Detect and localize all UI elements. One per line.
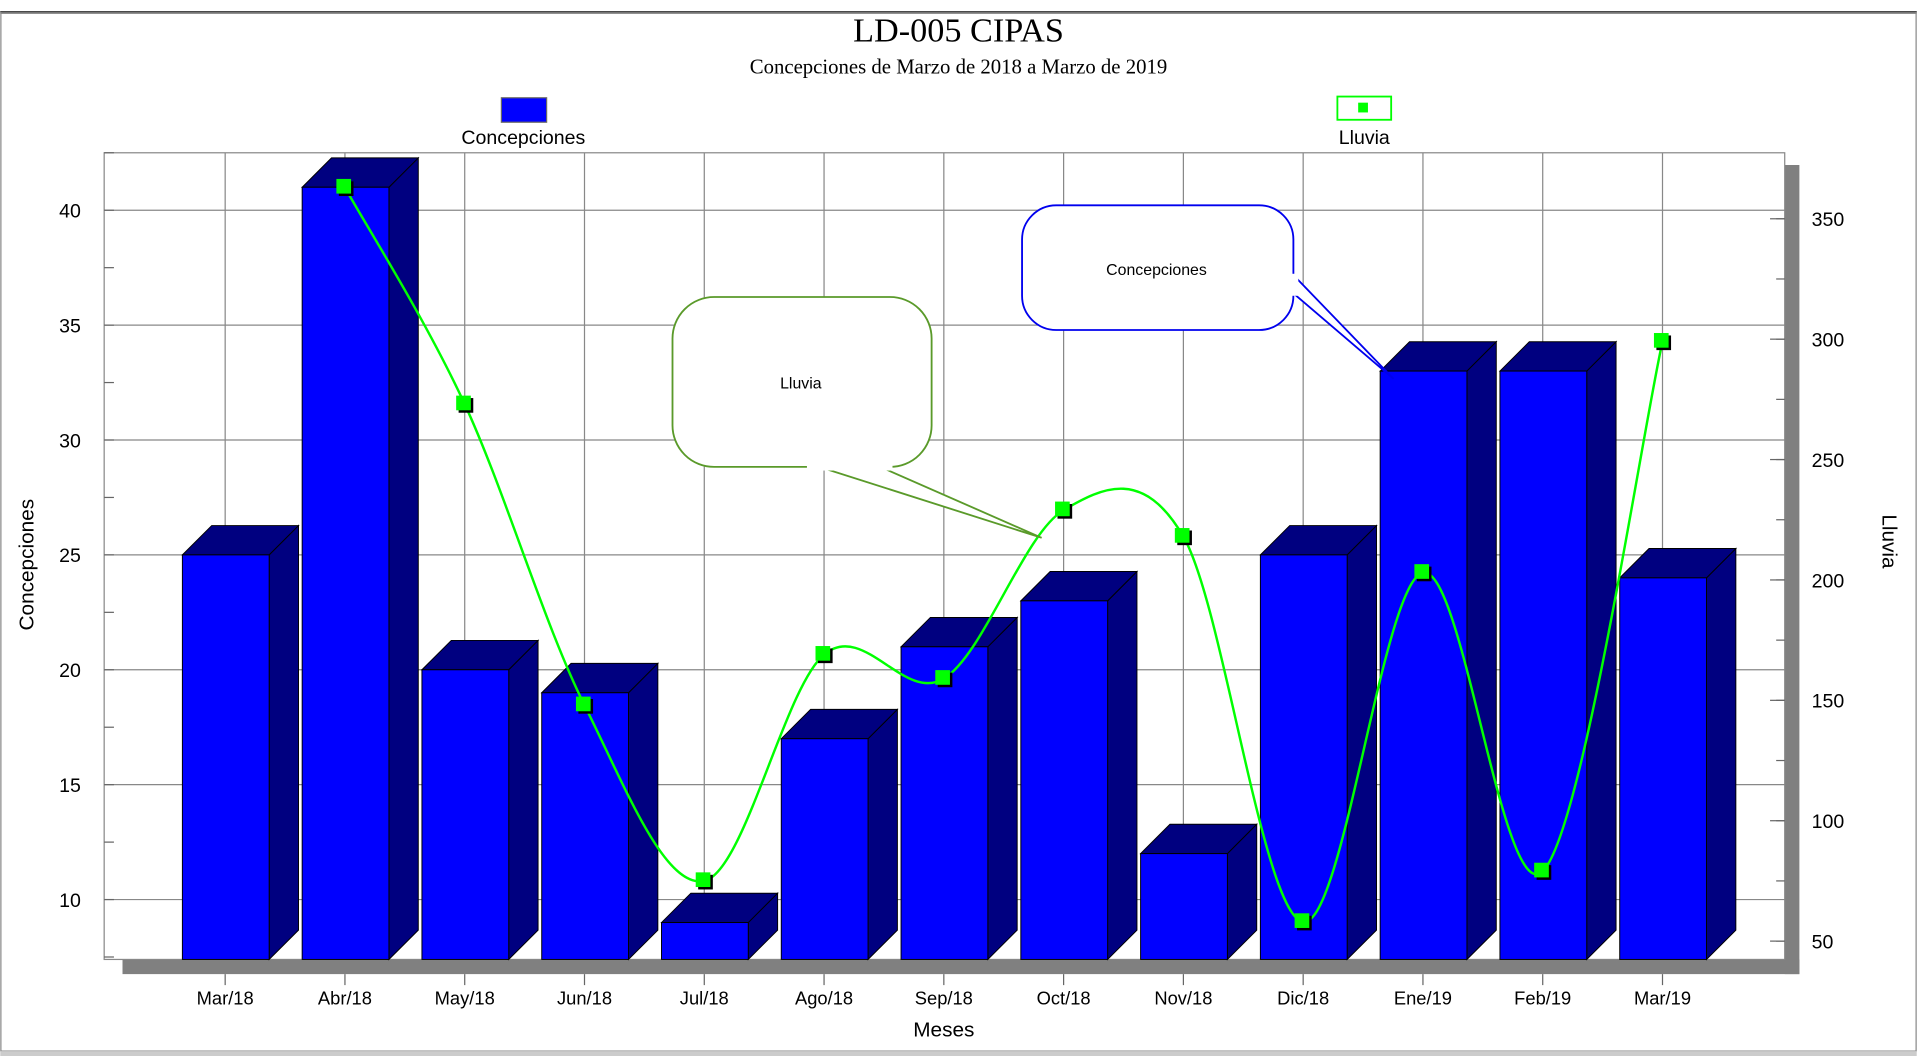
bar-feb-19 bbox=[1498, 340, 1618, 961]
x-tick-label: Sep/18 bbox=[915, 988, 973, 1009]
lluvia-marker bbox=[1534, 862, 1549, 878]
bar-front bbox=[661, 922, 749, 960]
bar-may-18 bbox=[420, 639, 540, 961]
y-tick-label: 10 bbox=[59, 890, 81, 912]
x-tick-label: Dic/18 bbox=[1277, 988, 1329, 1009]
bar-side bbox=[867, 708, 898, 961]
lluvia-marker bbox=[1653, 333, 1669, 348]
bar-sep-18 bbox=[899, 616, 1019, 961]
callout-lluvia-text: Lluvia bbox=[780, 376, 822, 393]
x-tick-label: Mar/18 bbox=[197, 988, 254, 1009]
legend: Concepciones Lluvia bbox=[461, 95, 1393, 149]
x-tick-label: Ene/19 bbox=[1394, 988, 1452, 1009]
bar-jun-18 bbox=[540, 662, 660, 961]
x-tick-label: Abr/18 bbox=[318, 988, 372, 1009]
chart-subtitle: Concepciones de Marzo de 2018 a Marzo de… bbox=[750, 55, 1167, 78]
lluvia-marker bbox=[1414, 564, 1430, 579]
bar-front bbox=[1259, 554, 1348, 960]
lluvia-marker bbox=[1294, 913, 1310, 928]
y-tick-label: 25 bbox=[59, 545, 81, 567]
bar-side bbox=[1466, 340, 1497, 961]
bars bbox=[181, 156, 1738, 961]
bar-front bbox=[541, 692, 629, 960]
bar-front bbox=[181, 554, 270, 960]
x-tick-label: Ago/18 bbox=[795, 988, 853, 1009]
legend-lluvia-marker bbox=[1358, 102, 1368, 113]
lluvia-marker bbox=[336, 178, 352, 194]
x-axis-title: Meses bbox=[913, 1018, 974, 1041]
x-tick-label: Jul/18 bbox=[680, 988, 729, 1009]
bar-side bbox=[508, 639, 539, 961]
bar-ago-18 bbox=[780, 708, 899, 961]
y2-axis-title: Lluvia bbox=[1878, 514, 1901, 569]
bar-side bbox=[1706, 547, 1737, 961]
bar-side bbox=[1346, 524, 1377, 961]
bar-ene-19 bbox=[1378, 340, 1498, 961]
legend-concepciones-swatch bbox=[500, 97, 548, 123]
bar-mar-18 bbox=[181, 524, 300, 961]
x-tick-label: Jun/18 bbox=[557, 988, 612, 1009]
bar-dic-18 bbox=[1259, 524, 1378, 961]
lluvia-marker bbox=[456, 395, 471, 411]
bar-front bbox=[1499, 370, 1588, 960]
y-axis-title: Concepciones bbox=[15, 499, 38, 631]
lluvia-marker bbox=[695, 872, 711, 888]
bar-jul-18 bbox=[660, 892, 779, 961]
bar-front bbox=[1140, 853, 1228, 960]
bar-side bbox=[1586, 340, 1617, 961]
bar-front bbox=[421, 669, 510, 960]
callout-lluvia: Lluvia bbox=[671, 296, 1042, 539]
x-tick-label: Mar/19 bbox=[1634, 988, 1691, 1009]
lluvia-marker bbox=[1174, 528, 1190, 543]
y-tick-label: 30 bbox=[59, 430, 81, 452]
y2-tick-label: 250 bbox=[1812, 450, 1845, 472]
axes: 10 15 20 25 30 35 40 Mar/18 Abr/18 May/18 Jun/18 Ju… bbox=[59, 152, 1845, 1009]
x-tick-label: Feb/19 bbox=[1514, 988, 1571, 1009]
bar-abr-18 bbox=[300, 156, 420, 961]
bar-front bbox=[1020, 600, 1109, 960]
callout-concepciones: Concepciones bbox=[1021, 204, 1395, 380]
x-tick-label: May/18 bbox=[435, 988, 495, 1009]
y2-tick-label: 350 bbox=[1812, 209, 1845, 231]
y-tick-label: 20 bbox=[59, 660, 81, 682]
bottom-strip bbox=[0, 1051, 1917, 1056]
bar-side bbox=[628, 662, 659, 961]
bar-front bbox=[900, 646, 989, 960]
lluvia-marker bbox=[1055, 501, 1070, 517]
x-tick-label: Oct/18 bbox=[1037, 988, 1091, 1009]
callout-concepciones-text: Concepciones bbox=[1106, 262, 1207, 279]
plot-shadow-right bbox=[1784, 165, 1800, 975]
bar-mar-19 bbox=[1618, 547, 1738, 961]
bar-front bbox=[301, 186, 390, 960]
bar-front bbox=[780, 738, 869, 960]
x-tick-label: Nov/18 bbox=[1154, 988, 1212, 1009]
bar-side bbox=[268, 524, 299, 961]
y2-tick-label: 50 bbox=[1812, 931, 1834, 953]
legend-concepciones-label: Concepciones bbox=[461, 127, 585, 149]
bar-front bbox=[1619, 577, 1707, 960]
lluvia-marker bbox=[575, 696, 591, 712]
bar-side bbox=[388, 156, 419, 961]
y2-tick-label: 150 bbox=[1812, 691, 1845, 713]
bar-oct-18 bbox=[1019, 570, 1139, 961]
y-tick-label: 35 bbox=[59, 315, 81, 337]
y2-tick-label: 200 bbox=[1812, 570, 1845, 592]
y2-tick-label: 300 bbox=[1812, 330, 1845, 352]
lluvia-series bbox=[336, 178, 1672, 931]
bar-nov-18 bbox=[1139, 823, 1258, 961]
y2-tick-label: 100 bbox=[1812, 811, 1845, 833]
bar-side bbox=[987, 616, 1018, 961]
y-tick-label: 40 bbox=[59, 201, 81, 223]
legend-lluvia-label: Lluvia bbox=[1339, 127, 1390, 149]
bar-side bbox=[1107, 570, 1138, 961]
y-tick-label: 15 bbox=[59, 775, 81, 797]
bar-front bbox=[1379, 370, 1468, 960]
lluvia-marker bbox=[935, 670, 950, 685]
lluvia-marker bbox=[815, 646, 831, 661]
plot-shadow-bottom bbox=[122, 959, 1800, 975]
chart-title: LD-005 CIPAS bbox=[853, 13, 1064, 50]
